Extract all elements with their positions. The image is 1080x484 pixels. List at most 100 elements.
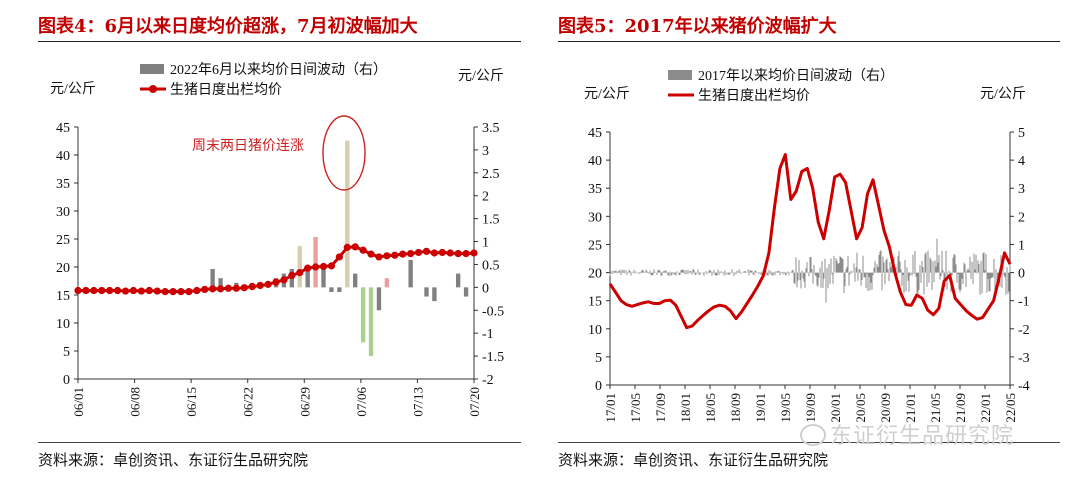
volatility-bar: [360, 287, 366, 343]
left-tick-label: 30: [588, 210, 602, 225]
figure-4-panel: 图表4：6月以来日度均价超涨，7月初波幅加大 0 5 10 15 20 25 30 35 40 4…: [38, 16, 521, 469]
price-point: [375, 253, 383, 261]
legend-bar-swatch: [140, 64, 164, 74]
x-tick-label: 17/01: [603, 393, 618, 423]
price-point: [343, 243, 351, 251]
x-tick-label: 06/08: [128, 387, 143, 417]
right-tick-label: 3: [482, 144, 489, 159]
left-tick-label: 0: [63, 373, 70, 388]
price-point: [430, 249, 438, 257]
left-tick-label: 5: [595, 351, 602, 366]
price-point: [383, 252, 391, 260]
left-tick-label: 10: [588, 323, 602, 338]
figure-4-title: 图表4：6月以来日度均价超涨，7月初波幅加大: [38, 16, 418, 37]
legend-line-marker: [149, 85, 157, 93]
x-tick-label: 21/09: [953, 393, 968, 423]
price-point: [185, 288, 193, 296]
price-point: [121, 287, 130, 295]
price-point: [201, 285, 209, 293]
right-tick-label: -1.5: [482, 350, 504, 365]
right-tick-label: -1: [1018, 295, 1030, 310]
price-point: [454, 249, 462, 258]
x-tick-label: 17/05: [628, 393, 643, 423]
right-tick-label: 3.5: [482, 121, 500, 136]
price-point: [193, 286, 201, 295]
right-tick-label: 1.5: [482, 213, 500, 228]
volatility-bar: [297, 246, 302, 288]
price-point: [438, 248, 446, 257]
annotation-text: 周末两日猪价连涨: [192, 138, 304, 154]
volatility-bar: [463, 287, 469, 297]
x-tick-label: 19/09: [803, 393, 818, 423]
x-tick-label: 20/05: [853, 393, 868, 423]
volatility-bar: [424, 287, 429, 297]
figure-5-panel: 图表5：2017年以来猪价波幅扩大 0 5 10 15 20 25 30 35 40 45 -4 -3…: [540, 0, 1080, 484]
x-tick-label: 19/05: [778, 393, 793, 423]
price-point: [224, 284, 233, 292]
right-tick-label: -4: [1018, 379, 1030, 394]
price-point: [359, 246, 367, 254]
price-point: [216, 285, 225, 293]
right-tick-label: -3: [1018, 351, 1030, 366]
price-point: [296, 269, 304, 277]
price-point: [399, 250, 407, 258]
price-point: [288, 271, 296, 279]
price-point: [98, 286, 106, 295]
left-tick-label: 40: [56, 149, 70, 164]
right-tick-label: -0.5: [482, 304, 504, 319]
right-tick-label: -1: [482, 327, 494, 342]
x-tick-label: 20/01: [828, 393, 843, 423]
right-tick-label: 0: [482, 281, 489, 296]
price-point: [240, 284, 248, 292]
price-point: [407, 249, 415, 258]
x-tick-label: 20/09: [878, 393, 893, 423]
price-point: [414, 248, 423, 257]
right-tick-label: 4: [1018, 154, 1025, 169]
volatility-bar: [329, 287, 334, 292]
left-axis-unit: 元/公斤: [50, 81, 96, 97]
x-tick-label: 22/01: [978, 393, 993, 423]
price-point: [304, 264, 312, 272]
volatility-bar: [408, 259, 413, 288]
price-point: [391, 251, 399, 259]
price-point: [327, 262, 336, 270]
left-tick-label: 45: [588, 126, 602, 141]
x-tick-label: 06/01: [71, 387, 86, 417]
right-tick-label: -2: [482, 373, 494, 388]
price-point: [74, 286, 82, 295]
title-underline: [38, 41, 521, 42]
x-tick-label: 18/05: [703, 393, 718, 423]
volatility-bar: [353, 273, 358, 288]
price-line: [608, 153, 1012, 330]
title-underline: [558, 41, 1060, 42]
x-tick-label: 06/22: [241, 387, 256, 417]
right-tick-label: 1: [1018, 238, 1025, 253]
price-point: [232, 284, 240, 292]
price-point: [446, 249, 454, 257]
right-tick-label: 3: [1018, 182, 1025, 197]
annotation-ellipse: [322, 115, 366, 191]
right-tick-label: 1: [482, 236, 489, 251]
figure-5-source: 资料来源：卓创资讯、东证衍生品研究院: [558, 451, 829, 469]
volatility-bar: [345, 140, 350, 288]
left-tick-label: 30: [56, 205, 70, 220]
price-point: [145, 286, 153, 295]
volatility-bar: [384, 278, 390, 288]
wechat-icon: [800, 424, 826, 446]
legend-line-label: 生猪日度出栏均价: [170, 82, 282, 98]
price-point: [90, 286, 98, 295]
volatility-bar: [337, 287, 342, 292]
x-tick-label: 07/13: [410, 387, 425, 417]
price-point: [319, 262, 328, 271]
right-tick-label: -2: [1018, 323, 1030, 338]
price-point: [264, 280, 272, 288]
price-point: [280, 276, 288, 284]
x-tick-label: 18/09: [728, 393, 743, 423]
price-point: [114, 286, 122, 295]
watermark-text: 东证衍生品研究院: [830, 424, 1015, 449]
x-tick-label: 17/09: [653, 393, 668, 423]
left-tick-label: 25: [56, 233, 70, 248]
left-tick-label: 40: [588, 154, 602, 169]
x-tick-label: 07/20: [467, 387, 482, 417]
